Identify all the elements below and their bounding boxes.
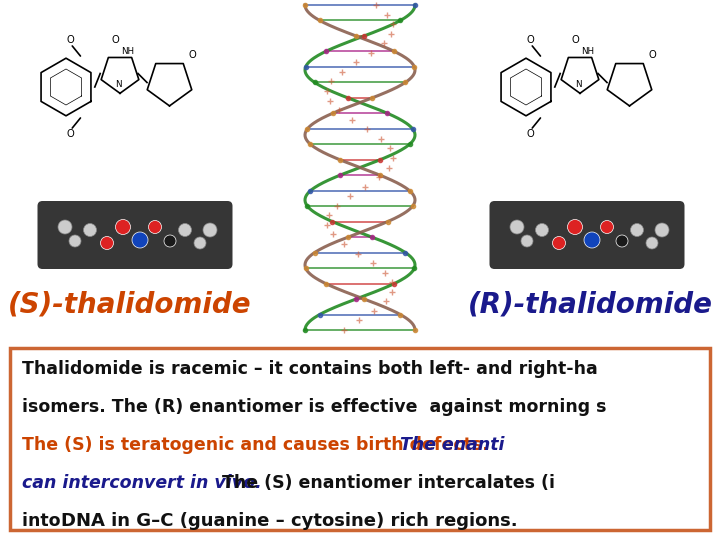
Circle shape bbox=[552, 237, 565, 249]
Text: O: O bbox=[572, 35, 580, 45]
Text: (S)-thalidomide: (S)-thalidomide bbox=[8, 290, 252, 318]
Text: NH: NH bbox=[580, 46, 594, 56]
Circle shape bbox=[600, 220, 613, 233]
Text: Thalidomide is racemic – it contains both left- and right-ha: Thalidomide is racemic – it contains bot… bbox=[22, 360, 598, 378]
Text: O: O bbox=[188, 51, 196, 60]
Text: isomers. The (R) enantiomer is effective  against morning s: isomers. The (R) enantiomer is effective… bbox=[22, 398, 606, 416]
Circle shape bbox=[631, 224, 644, 237]
Text: The (S) is teratogenic and causes birth defects.: The (S) is teratogenic and causes birth … bbox=[22, 436, 489, 454]
Text: N: N bbox=[115, 80, 122, 89]
Circle shape bbox=[521, 235, 533, 247]
Text: The enanti: The enanti bbox=[394, 436, 505, 454]
Circle shape bbox=[69, 235, 81, 247]
Text: NH: NH bbox=[121, 46, 134, 56]
Circle shape bbox=[101, 237, 114, 249]
Circle shape bbox=[646, 237, 658, 249]
FancyBboxPatch shape bbox=[490, 201, 685, 269]
Circle shape bbox=[203, 223, 217, 237]
Text: O: O bbox=[67, 35, 74, 45]
Circle shape bbox=[616, 235, 628, 247]
Text: O: O bbox=[648, 51, 656, 60]
Circle shape bbox=[115, 219, 130, 234]
FancyBboxPatch shape bbox=[37, 201, 233, 269]
Circle shape bbox=[567, 219, 582, 234]
Text: into: into bbox=[22, 512, 66, 530]
Text: (R)-thalidomide: (R)-thalidomide bbox=[467, 290, 713, 318]
Circle shape bbox=[132, 232, 148, 248]
Circle shape bbox=[179, 224, 192, 237]
Circle shape bbox=[655, 223, 669, 237]
Text: DNA in G–C (guanine – cytosine) rich regions.: DNA in G–C (guanine – cytosine) rich reg… bbox=[60, 512, 518, 530]
Text: can interconvert in vivo.: can interconvert in vivo. bbox=[22, 474, 262, 492]
Circle shape bbox=[584, 232, 600, 248]
Text: O: O bbox=[67, 129, 74, 139]
Circle shape bbox=[58, 220, 72, 234]
Text: O: O bbox=[526, 129, 534, 139]
Circle shape bbox=[84, 224, 96, 237]
Text: O: O bbox=[112, 35, 120, 45]
FancyBboxPatch shape bbox=[10, 348, 710, 530]
Circle shape bbox=[164, 235, 176, 247]
Circle shape bbox=[510, 220, 524, 234]
Text: The (S) enantiomer intercalates (i: The (S) enantiomer intercalates (i bbox=[216, 474, 554, 492]
Circle shape bbox=[194, 237, 206, 249]
Circle shape bbox=[536, 224, 549, 237]
Text: O: O bbox=[526, 35, 534, 45]
Text: N: N bbox=[575, 80, 582, 89]
Circle shape bbox=[148, 220, 161, 233]
